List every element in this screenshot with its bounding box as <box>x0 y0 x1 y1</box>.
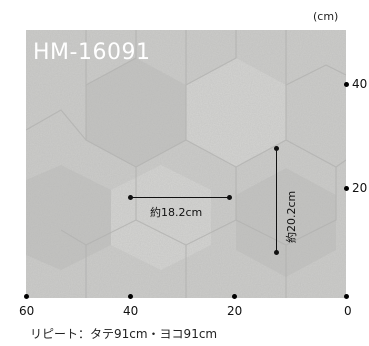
right-tick-dot-40 <box>344 82 349 87</box>
bottom-tick-dot-40 <box>128 294 133 299</box>
right-tick-dot-20 <box>344 186 349 191</box>
right-tick-dot-0 <box>344 294 349 299</box>
height-measure-top-dot <box>274 146 279 151</box>
width-measure-line <box>130 197 230 198</box>
repeat-info-text: リピート：タテ91cm・ヨコ91cm <box>30 327 218 341</box>
height-measure-bottom-dot <box>274 250 279 255</box>
stone-texture <box>26 30 346 298</box>
material-swatch-image <box>26 30 346 298</box>
bottom-tick-label-0: 0 <box>344 304 352 318</box>
width-measure-label: 約18.2cm <box>150 206 203 219</box>
unit-label: (cm) <box>313 10 339 23</box>
height-measure-label: 約20.2cm <box>285 190 298 243</box>
bottom-tick-dot-60 <box>24 294 29 299</box>
product-code-label: HM-16091 <box>33 40 151 65</box>
right-tick-label-20: 20 <box>352 181 368 195</box>
bottom-tick-label-20: 20 <box>227 304 243 318</box>
bottom-tick-label-40: 40 <box>123 304 139 318</box>
width-measure-start-dot <box>128 195 133 200</box>
right-tick-label-40: 40 <box>352 77 368 91</box>
height-measure-line <box>276 148 277 253</box>
width-measure-end-dot <box>227 195 232 200</box>
bottom-tick-label-60: 60 <box>19 304 35 318</box>
bottom-tick-dot-20 <box>232 294 237 299</box>
